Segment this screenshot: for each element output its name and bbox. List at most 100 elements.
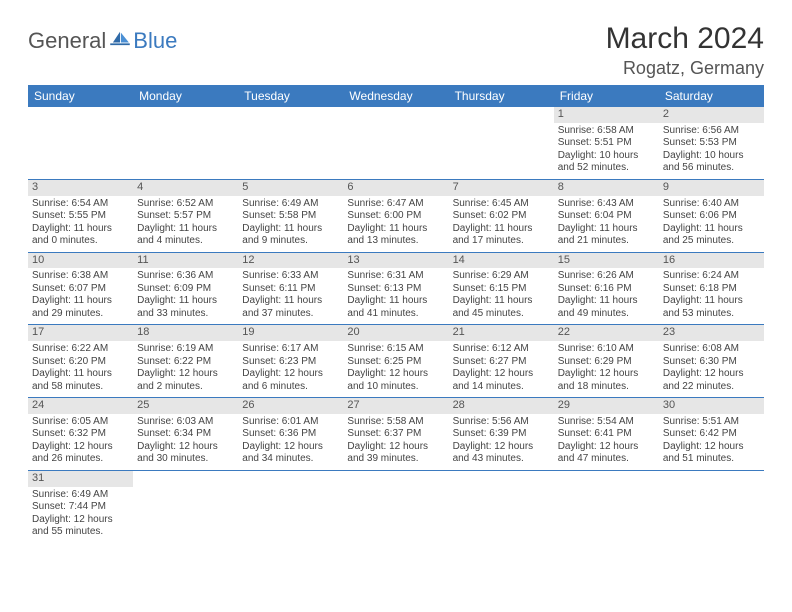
calendar-week-row: 24Sunrise: 6:05 AMSunset: 6:32 PMDayligh… bbox=[28, 398, 764, 471]
calendar-day-cell: 31Sunrise: 6:49 AMSunset: 7:44 PMDayligh… bbox=[28, 470, 133, 542]
day-number: 12 bbox=[238, 253, 343, 269]
daylight-text-1: Daylight: 11 hours bbox=[347, 295, 444, 308]
daylight-text-2: and 37 minutes. bbox=[242, 308, 339, 321]
daylight-text-1: Daylight: 12 hours bbox=[453, 368, 550, 381]
calendar-day-cell bbox=[133, 470, 238, 542]
daylight-text-1: Daylight: 12 hours bbox=[663, 368, 760, 381]
daylight-text-1: Daylight: 11 hours bbox=[663, 223, 760, 236]
header: General Blue March 2024 Rogatz, Germany bbox=[28, 22, 764, 79]
sunrise-text: Sunrise: 6:03 AM bbox=[137, 416, 234, 429]
day-number: 14 bbox=[449, 253, 554, 269]
sunset-text: Sunset: 5:53 PM bbox=[663, 137, 760, 150]
calendar-day-cell: 25Sunrise: 6:03 AMSunset: 6:34 PMDayligh… bbox=[133, 398, 238, 471]
daylight-text-2: and 34 minutes. bbox=[242, 453, 339, 466]
calendar-day-cell bbox=[28, 107, 133, 179]
daylight-text-1: Daylight: 10 hours bbox=[663, 150, 760, 163]
daylight-text-2: and 17 minutes. bbox=[453, 235, 550, 248]
day-number: 9 bbox=[659, 180, 764, 196]
weekday-header: Wednesday bbox=[343, 85, 448, 107]
daylight-text-1: Daylight: 11 hours bbox=[32, 368, 129, 381]
day-number: 23 bbox=[659, 325, 764, 341]
brand-part1: General bbox=[28, 28, 106, 54]
sunset-text: Sunset: 6:27 PM bbox=[453, 356, 550, 369]
sunset-text: Sunset: 6:25 PM bbox=[347, 356, 444, 369]
sunset-text: Sunset: 6:15 PM bbox=[453, 283, 550, 296]
daylight-text-2: and 56 minutes. bbox=[663, 162, 760, 175]
daylight-text-1: Daylight: 12 hours bbox=[32, 514, 129, 527]
calendar-body: 1Sunrise: 6:58 AMSunset: 5:51 PMDaylight… bbox=[28, 107, 764, 543]
calendar-day-cell: 24Sunrise: 6:05 AMSunset: 6:32 PMDayligh… bbox=[28, 398, 133, 471]
day-number: 20 bbox=[343, 325, 448, 341]
calendar-day-cell: 18Sunrise: 6:19 AMSunset: 6:22 PMDayligh… bbox=[133, 325, 238, 398]
calendar-day-cell: 4Sunrise: 6:52 AMSunset: 5:57 PMDaylight… bbox=[133, 179, 238, 252]
daylight-text-2: and 45 minutes. bbox=[453, 308, 550, 321]
brand-part2: Blue bbox=[133, 28, 177, 54]
calendar-day-cell: 23Sunrise: 6:08 AMSunset: 6:30 PMDayligh… bbox=[659, 325, 764, 398]
calendar-day-cell: 16Sunrise: 6:24 AMSunset: 6:18 PMDayligh… bbox=[659, 252, 764, 325]
day-number: 4 bbox=[133, 180, 238, 196]
sunset-text: Sunset: 6:41 PM bbox=[558, 428, 655, 441]
daylight-text-2: and 18 minutes. bbox=[558, 381, 655, 394]
daylight-text-1: Daylight: 11 hours bbox=[453, 295, 550, 308]
calendar-day-cell: 9 Sunrise: 6:40 AMSunset: 6:06 PMDaylight… bbox=[659, 179, 764, 252]
day-number: 3 bbox=[28, 180, 133, 196]
daylight-text-1: Daylight: 11 hours bbox=[558, 295, 655, 308]
day-number: 25 bbox=[133, 398, 238, 414]
calendar-day-cell bbox=[238, 107, 343, 179]
day-number: 21 bbox=[449, 325, 554, 341]
title-block: March 2024 Rogatz, Germany bbox=[606, 22, 764, 79]
sunrise-text: Sunrise: 6:40 AM bbox=[663, 198, 760, 211]
day-number: 28 bbox=[449, 398, 554, 414]
sunrise-text: Sunrise: 6:52 AM bbox=[137, 198, 234, 211]
calendar-day-cell bbox=[554, 470, 659, 542]
daylight-text-2: and 2 minutes. bbox=[137, 381, 234, 394]
sunset-text: Sunset: 6:13 PM bbox=[347, 283, 444, 296]
sunrise-text: Sunrise: 6:22 AM bbox=[32, 343, 129, 356]
sunrise-text: Sunrise: 6:05 AM bbox=[32, 416, 129, 429]
weekday-header: Sunday bbox=[28, 85, 133, 107]
daylight-text-2: and 0 minutes. bbox=[32, 235, 129, 248]
sunset-text: Sunset: 6:09 PM bbox=[137, 283, 234, 296]
daylight-text-1: Daylight: 12 hours bbox=[347, 368, 444, 381]
calendar-day-cell: 20Sunrise: 6:15 AMSunset: 6:25 PMDayligh… bbox=[343, 325, 448, 398]
daylight-text-2: and 33 minutes. bbox=[137, 308, 234, 321]
location-label: Rogatz, Germany bbox=[606, 58, 764, 79]
sunrise-text: Sunrise: 6:49 AM bbox=[242, 198, 339, 211]
sunset-text: Sunset: 6:34 PM bbox=[137, 428, 234, 441]
day-number: 5 bbox=[238, 180, 343, 196]
sunset-text: Sunset: 6:20 PM bbox=[32, 356, 129, 369]
sunset-text: Sunset: 6:04 PM bbox=[558, 210, 655, 223]
sunrise-text: Sunrise: 6:12 AM bbox=[453, 343, 550, 356]
calendar-page: General Blue March 2024 Rogatz, Germany … bbox=[0, 0, 792, 565]
calendar-day-cell: 29Sunrise: 5:54 AMSunset: 6:41 PMDayligh… bbox=[554, 398, 659, 471]
sunset-text: Sunset: 6:06 PM bbox=[663, 210, 760, 223]
daylight-text-1: Daylight: 11 hours bbox=[242, 223, 339, 236]
calendar-header-row: Sunday Monday Tuesday Wednesday Thursday… bbox=[28, 85, 764, 107]
sunrise-text: Sunrise: 6:47 AM bbox=[347, 198, 444, 211]
day-number: 2 bbox=[659, 107, 764, 123]
daylight-text-1: Daylight: 11 hours bbox=[663, 295, 760, 308]
daylight-text-2: and 55 minutes. bbox=[32, 526, 129, 539]
calendar-week-row: 31Sunrise: 6:49 AMSunset: 7:44 PMDayligh… bbox=[28, 470, 764, 542]
daylight-text-2: and 21 minutes. bbox=[558, 235, 655, 248]
daylight-text-2: and 47 minutes. bbox=[558, 453, 655, 466]
daylight-text-2: and 22 minutes. bbox=[663, 381, 760, 394]
daylight-text-1: Daylight: 11 hours bbox=[453, 223, 550, 236]
daylight-text-2: and 39 minutes. bbox=[347, 453, 444, 466]
sunrise-text: Sunrise: 6:31 AM bbox=[347, 270, 444, 283]
day-number: 1 bbox=[554, 107, 659, 123]
sunrise-text: Sunrise: 5:51 AM bbox=[663, 416, 760, 429]
calendar-day-cell: 21 Sunrise: 6:12 AMSunset: 6:27 PMDayligh… bbox=[449, 325, 554, 398]
daylight-text-2: and 58 minutes. bbox=[32, 381, 129, 394]
daylight-text-2: and 14 minutes. bbox=[453, 381, 550, 394]
day-number: 31 bbox=[28, 471, 133, 487]
sunrise-text: Sunrise: 6:19 AM bbox=[137, 343, 234, 356]
calendar-day-cell: 19Sunrise: 6:17 AMSunset: 6:23 PMDayligh… bbox=[238, 325, 343, 398]
sunrise-text: Sunrise: 5:56 AM bbox=[453, 416, 550, 429]
day-number: 18 bbox=[133, 325, 238, 341]
sunset-text: Sunset: 6:16 PM bbox=[558, 283, 655, 296]
calendar-day-cell bbox=[343, 107, 448, 179]
calendar-day-cell: 22Sunrise: 6:10 AMSunset: 6:29 PMDayligh… bbox=[554, 325, 659, 398]
calendar-day-cell: 14Sunrise: 6:29 AMSunset: 6:15 PMDayligh… bbox=[449, 252, 554, 325]
calendar-week-row: 1Sunrise: 6:58 AMSunset: 5:51 PMDaylight… bbox=[28, 107, 764, 179]
